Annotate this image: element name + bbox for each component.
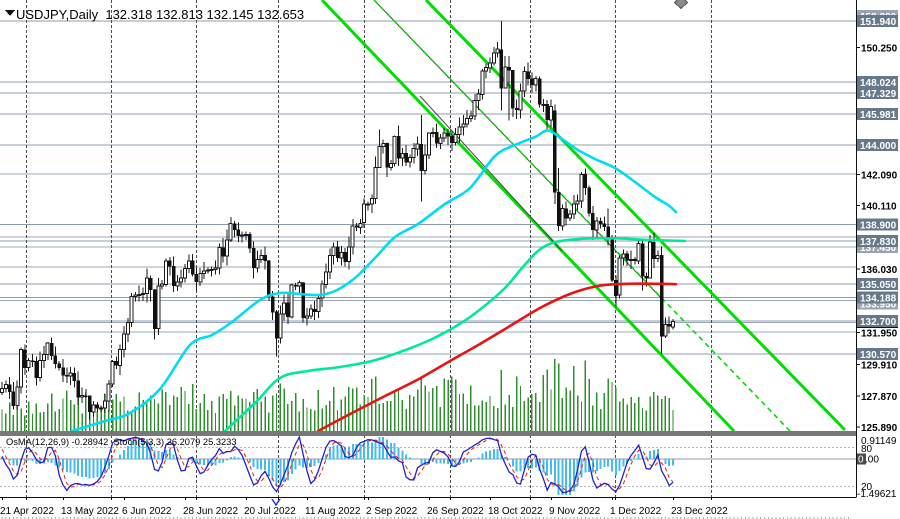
svg-text:130.570: 130.570 xyxy=(860,350,897,361)
svg-text:20 Jul 2022: 20 Jul 2022 xyxy=(244,506,296,517)
svg-text:11 Aug 2022: 11 Aug 2022 xyxy=(305,506,361,517)
svg-text:148.024: 148.024 xyxy=(860,78,897,89)
svg-text:147.329: 147.329 xyxy=(860,89,897,100)
svg-text:137.830: 137.830 xyxy=(860,237,897,248)
svg-text:151.940: 151.940 xyxy=(860,17,897,28)
svg-text:144.000: 144.000 xyxy=(860,141,897,152)
svg-text:134.188: 134.188 xyxy=(860,294,897,305)
svg-text:140.110: 140.110 xyxy=(861,201,897,212)
svg-text:6 Jun 2022: 6 Jun 2022 xyxy=(122,506,172,517)
svg-text:142.090: 142.090 xyxy=(861,171,898,182)
svg-text:OsMA(12,26,9) -0.28942 Stoch(: OsMA(12,26,9) -0.28942 Stoch(5,3,3) 26.2… xyxy=(6,437,237,447)
svg-text:0: 0 xyxy=(858,455,864,466)
svg-text:2 Sep 2022: 2 Sep 2022 xyxy=(366,506,418,517)
svg-text:13 May 2022: 13 May 2022 xyxy=(61,506,119,517)
svg-text:23 Dec 2022: 23 Dec 2022 xyxy=(671,506,728,517)
svg-text:28 Jun 2022: 28 Jun 2022 xyxy=(183,506,238,517)
svg-text:0.91149: 0.91149 xyxy=(861,436,897,447)
svg-text:USDJPY,Daily 132.318 132.813: USDJPY,Daily 132.318 132.813 132.145 132… xyxy=(16,7,304,22)
svg-text:145.981: 145.981 xyxy=(860,110,897,121)
svg-text:129.910: 129.910 xyxy=(861,360,898,371)
svg-text:1 Dec 2022: 1 Dec 2022 xyxy=(610,506,662,517)
svg-text:135.050: 135.050 xyxy=(860,280,897,291)
svg-text:21 Apr 2022: 21 Apr 2022 xyxy=(0,506,54,517)
svg-text:150.250: 150.250 xyxy=(861,44,898,55)
svg-text:125.890: 125.890 xyxy=(861,423,898,434)
svg-text:80: 80 xyxy=(861,444,873,455)
svg-text:.00: .00 xyxy=(865,455,879,466)
svg-text:127.870: 127.870 xyxy=(861,392,898,403)
svg-text:136.030: 136.030 xyxy=(861,265,898,276)
svg-text:131.950: 131.950 xyxy=(861,329,898,340)
svg-text:-1.49621: -1.49621 xyxy=(857,489,897,500)
svg-text:133.950: 133.950 xyxy=(860,299,897,310)
svg-text:18 Oct 2022: 18 Oct 2022 xyxy=(488,506,543,517)
svg-text:137.450: 137.450 xyxy=(860,243,897,254)
svg-text:26 Sep 2022: 26 Sep 2022 xyxy=(427,506,484,517)
svg-text:132.700: 132.700 xyxy=(860,317,897,328)
svg-text:138.900: 138.900 xyxy=(860,220,897,231)
svg-text:9 Nov 2022: 9 Nov 2022 xyxy=(549,506,601,517)
svg-text:20: 20 xyxy=(861,482,873,493)
